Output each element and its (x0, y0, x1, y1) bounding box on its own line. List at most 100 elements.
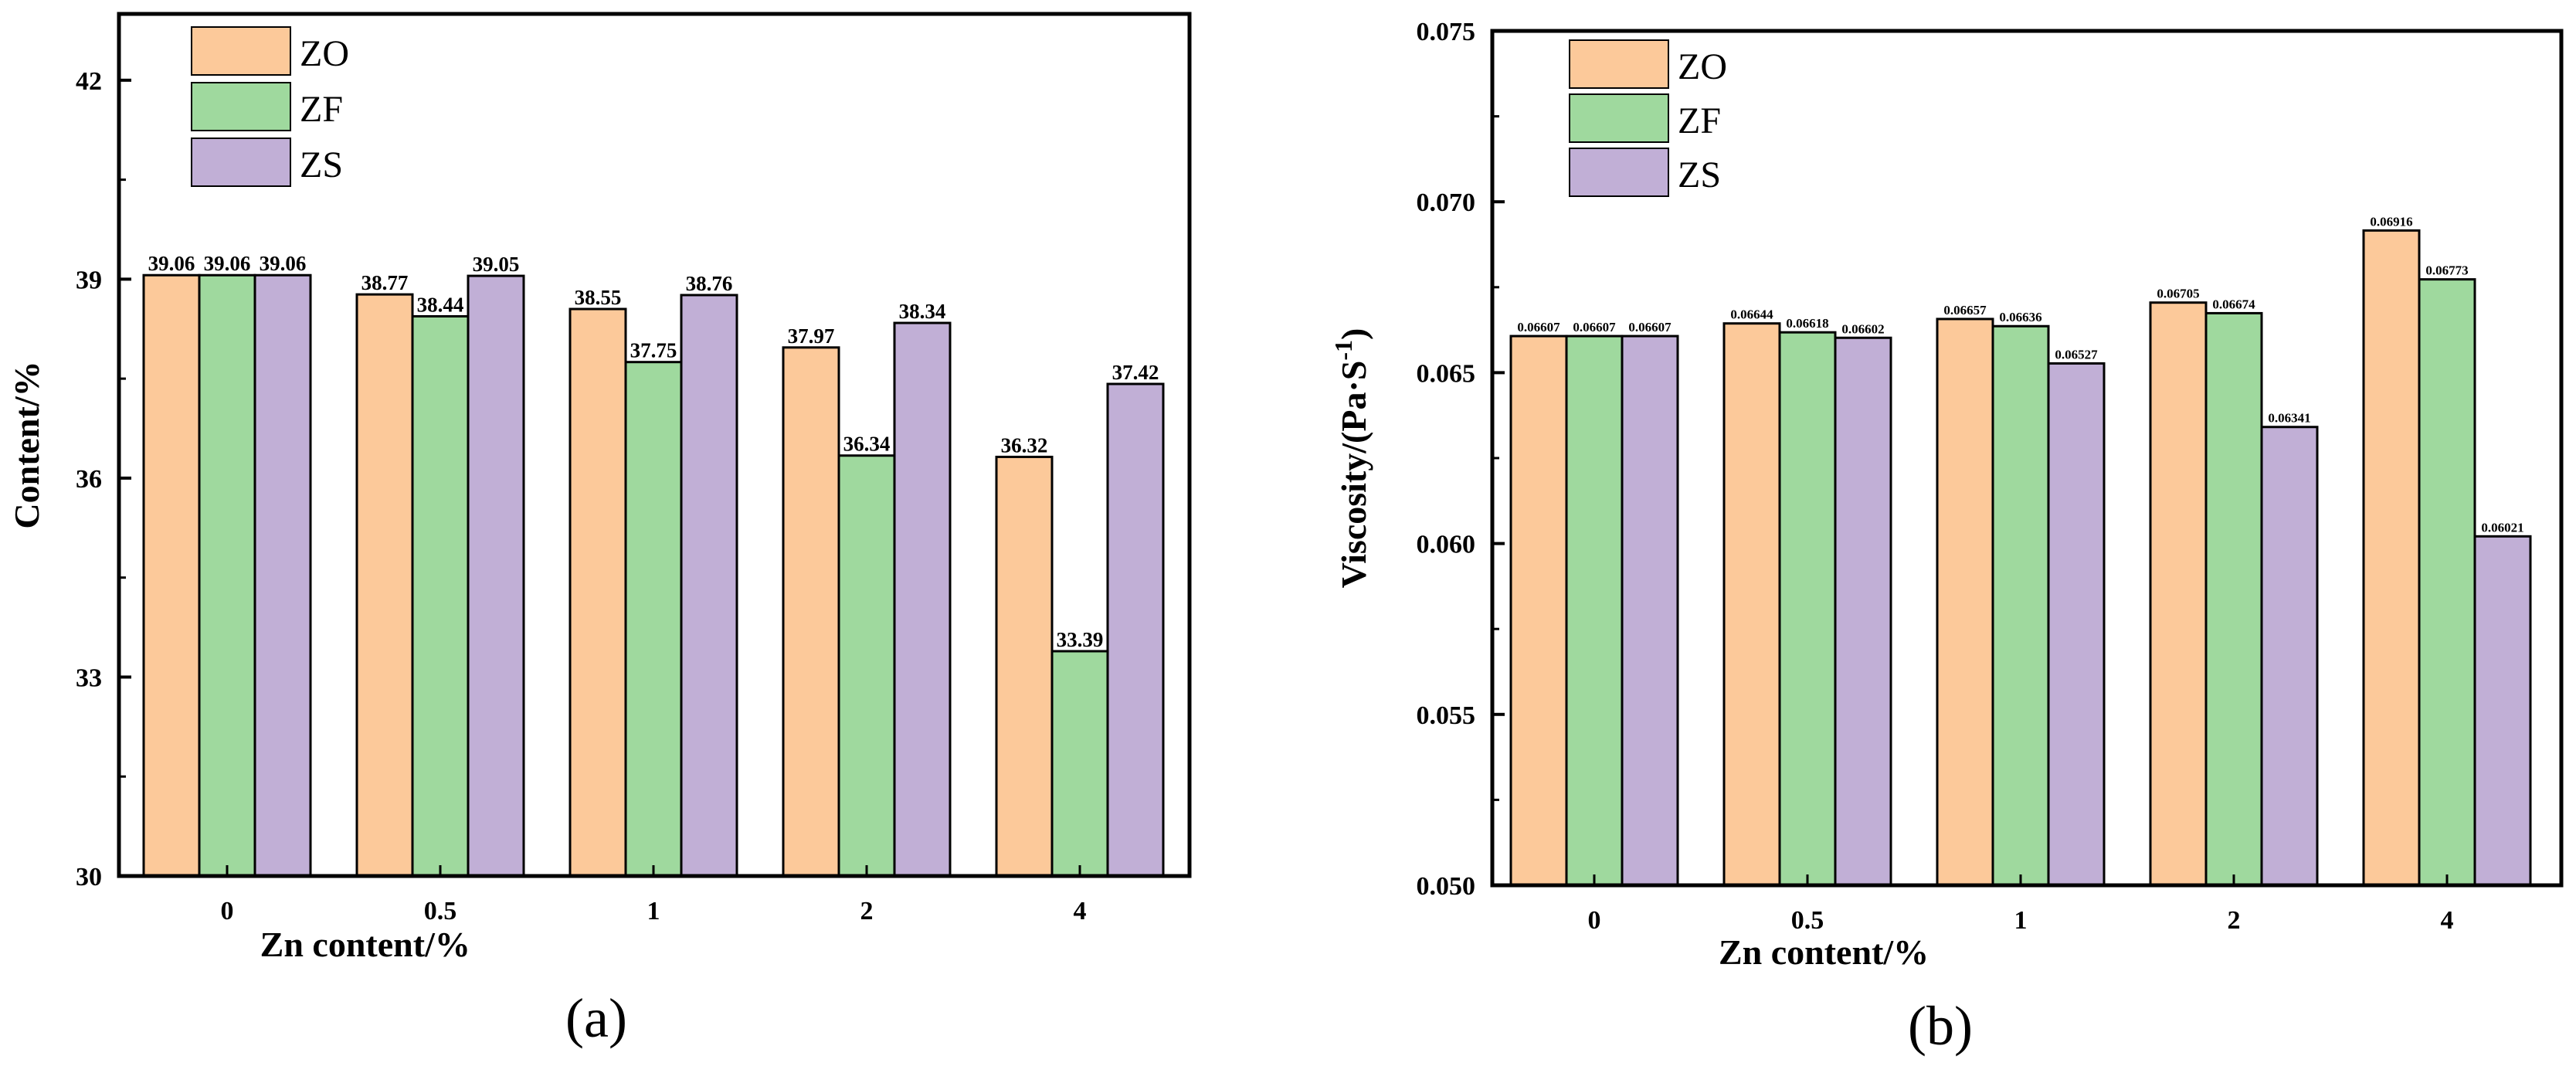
data-label-zo-4: 36.32 (1001, 433, 1048, 457)
x-tick-label: 1 (2014, 906, 2028, 935)
data-label-zo-2: 37.97 (788, 324, 835, 348)
data-label-zo-0.5: 0.06644 (1730, 307, 1773, 322)
bar-zo-0 (142, 273, 201, 878)
bar-zs-4 (2473, 535, 2532, 887)
bar-zf-0 (1565, 334, 1624, 887)
data-label-zs-0: 39.06 (260, 252, 307, 275)
bar-zf-1 (1991, 324, 2050, 887)
y-tick-label: 0.070 (1417, 188, 1476, 217)
bar-zo-2 (2149, 301, 2208, 887)
data-label-zf-0: 0.06607 (1573, 320, 1616, 334)
x-tick-label: 0 (221, 897, 234, 925)
x-axis-title: Zn content/% (260, 925, 470, 964)
data-label-zs-2: 38.34 (899, 300, 946, 323)
y-tick-label: 36 (76, 465, 102, 494)
legend-swatch-zf (1569, 93, 1669, 143)
data-label-zf-0: 39.06 (204, 252, 251, 275)
bar-zs-2 (893, 321, 952, 878)
y-tick-label: 0.065 (1417, 359, 1476, 388)
bar-zo-4 (995, 455, 1054, 878)
data-label-zf-2: 36.34 (843, 433, 891, 456)
bar-zo-0 (1509, 334, 1568, 887)
data-label-zs-2: 0.06341 (2268, 411, 2310, 426)
data-label-zo-0: 0.06607 (1517, 320, 1560, 334)
legend-swatch-zs (1569, 148, 1669, 197)
y-axis-title-main: Viscosity/(Pa·S (1334, 361, 1373, 589)
y-tick-label: 0.055 (1417, 701, 1476, 730)
data-label-zs-4: 37.42 (1112, 361, 1159, 384)
data-label-zf-4: 33.39 (1057, 628, 1104, 651)
bar-zf-2 (837, 454, 896, 878)
bar-zs-0.5 (467, 274, 525, 878)
data-label-zo-0.5: 38.77 (361, 271, 409, 294)
bar-zs-4 (1106, 382, 1165, 878)
y-tick-label: 33 (76, 664, 102, 692)
x-tick-label: 4 (2441, 906, 2454, 935)
y-axis-title: Content/% (7, 361, 46, 528)
data-label-zs-4: 0.06021 (2481, 520, 2523, 535)
bar-zo-1 (1936, 317, 1994, 887)
bar-zf-2 (2204, 311, 2263, 887)
y-tick-label: 0.060 (1417, 531, 1476, 559)
data-label-zf-1: 0.06636 (1999, 310, 2041, 324)
bar-zs-2 (2260, 426, 2319, 887)
x-tick-label: 2 (860, 897, 874, 925)
data-label-zo-2: 0.06705 (2157, 287, 2199, 301)
x-tick-label: 0 (1588, 906, 1601, 935)
data-label-zs-0.5: 39.05 (473, 253, 520, 276)
bar-zf-0.5 (1778, 331, 1837, 887)
data-label-zo-0: 39.06 (148, 252, 195, 275)
panel-label: (b) (1908, 995, 1973, 1057)
y-tick-label: 0.050 (1417, 872, 1476, 901)
x-tick-label: 4 (1074, 897, 1087, 925)
data-label-zo-1: 38.55 (575, 286, 622, 309)
y-axis-title-main: Content/% (7, 361, 46, 528)
legend-swatch-zo (1569, 39, 1669, 89)
legend-label-zs: ZS (300, 144, 343, 185)
data-label-zs-1: 38.76 (686, 272, 733, 295)
legend-label-zf: ZF (300, 89, 343, 130)
y-tick-label: 0.075 (1417, 18, 1476, 46)
y-axis-title-sup: -1 (1329, 340, 1357, 361)
data-label-zf-1: 37.75 (630, 339, 677, 362)
data-label-zf-2: 0.06674 (2212, 297, 2255, 311)
bar-zf-0 (198, 273, 256, 878)
data-label-zf-4: 0.06773 (2425, 263, 2468, 278)
bar-zs-1 (680, 294, 738, 878)
bar-zo-1 (568, 307, 627, 878)
data-label-zs-0: 0.06607 (1628, 320, 1672, 334)
bar-zs-0.5 (1834, 336, 1892, 887)
y-tick-label: 39 (76, 266, 102, 294)
legend-label-zo: ZO (300, 33, 349, 74)
bar-zs-0 (1621, 334, 1679, 887)
data-label-zf-0.5: 0.06618 (1786, 316, 1828, 331)
y-tick-label: 30 (76, 863, 102, 891)
data-label-zf-0.5: 38.44 (417, 293, 464, 316)
legend-label-zo: ZO (1678, 46, 1727, 87)
bar-zo-4 (2362, 229, 2421, 887)
bar-zf-4 (1050, 650, 1109, 878)
y-tick-label: 42 (76, 67, 102, 96)
bar-zo-2 (782, 346, 840, 878)
y-axis-title: Viscosity/(Pa·S-1) (1329, 328, 1373, 589)
legend-swatch-zf (191, 82, 291, 131)
bar-zo-0.5 (1722, 322, 1781, 887)
x-tick-label: 0.5 (424, 897, 457, 925)
x-axis-title: Zn content/% (1719, 932, 1929, 972)
bar-zf-4 (2418, 278, 2476, 887)
bar-zf-1 (624, 361, 683, 878)
bar-zf-0.5 (411, 314, 470, 878)
data-label-zs-1: 0.06527 (2055, 347, 2098, 362)
legend-label-zf: ZF (1678, 100, 1721, 141)
bar-zs-1 (2047, 362, 2106, 887)
chart-panel-a: 39.06 38.77 38.55 37.97 36.32 39.06 38.44 37.75… (7, 12, 1192, 1049)
bar-zs-0 (253, 273, 312, 878)
y-axis-title-end: ) (1334, 328, 1373, 340)
legend-swatch-zo (191, 26, 291, 76)
legend-swatch-zs (191, 138, 291, 187)
data-label-zo-4: 0.06916 (2370, 214, 2412, 229)
x-tick-label: 1 (647, 897, 660, 925)
x-tick-label: 0.5 (1791, 906, 1824, 935)
data-label-zo-1: 0.06657 (1943, 303, 1987, 317)
